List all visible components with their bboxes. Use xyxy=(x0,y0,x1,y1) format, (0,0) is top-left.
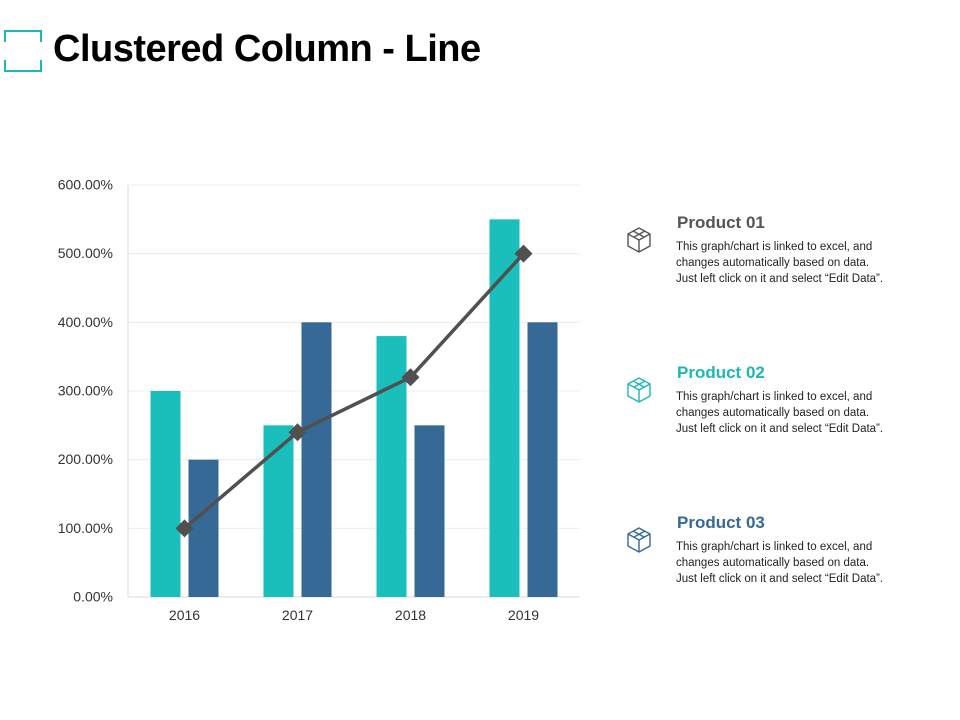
product-01-description: This graph/chart is linked to excel, and… xyxy=(676,241,884,285)
legend-product-01: Product 01 This graph/chart is linked to… xyxy=(620,213,940,303)
product-02-description: This graph/chart is linked to excel, and… xyxy=(676,391,884,435)
y-tick-label: 400.00% xyxy=(58,314,113,330)
bar-2019-series-2 xyxy=(527,322,558,597)
product-03-description: This graph/chart is linked to excel, and… xyxy=(676,541,884,585)
bar-2016-series-1 xyxy=(150,391,181,597)
line-point-2019 xyxy=(514,244,533,263)
x-tick-label: 2019 xyxy=(508,607,539,623)
y-tick-label: 200.00% xyxy=(58,451,113,467)
bar-2017-series-2 xyxy=(301,322,332,597)
y-tick-label: 600.00% xyxy=(58,177,113,193)
line-point-2018 xyxy=(401,368,420,387)
bar-2017-series-1 xyxy=(263,425,294,597)
cube-icon xyxy=(627,227,651,253)
product-01-name: Product 01 xyxy=(677,213,765,232)
bar-2019-series-1 xyxy=(489,219,520,598)
page-title: Clustered Column - Line xyxy=(53,28,481,70)
y-tick-label: 300.00% xyxy=(58,383,113,399)
product-03-name: Product 03 xyxy=(677,513,765,532)
line-point-2016 xyxy=(175,519,194,538)
line-series-3 xyxy=(183,252,525,530)
y-tick-label: 500.00% xyxy=(58,245,113,261)
y-tick-label: 100.00% xyxy=(58,520,113,536)
bar-2018-series-2 xyxy=(414,425,445,597)
product-02-name: Product 02 xyxy=(677,363,765,382)
legend-product-02: Product 02 This graph/chart is linked to… xyxy=(620,363,940,453)
x-tick-label: 2017 xyxy=(282,607,313,623)
cube-icon xyxy=(627,377,651,403)
cube-icon xyxy=(627,527,651,553)
line-point-2017 xyxy=(288,423,307,442)
legend-product-03: Product 03 This graph/chart is linked to… xyxy=(620,513,940,603)
x-tick-label: 2018 xyxy=(395,607,426,623)
x-tick-label: 2016 xyxy=(169,607,200,623)
clustered-column-line-chart: 0.00% 100.00% 200.00% 300.00% 400.00% 500.00%… xyxy=(58,177,580,623)
y-tick-label: 0.00% xyxy=(73,589,113,605)
title-bracket-decoration xyxy=(4,30,42,72)
bar-2018-series-1 xyxy=(376,336,407,597)
